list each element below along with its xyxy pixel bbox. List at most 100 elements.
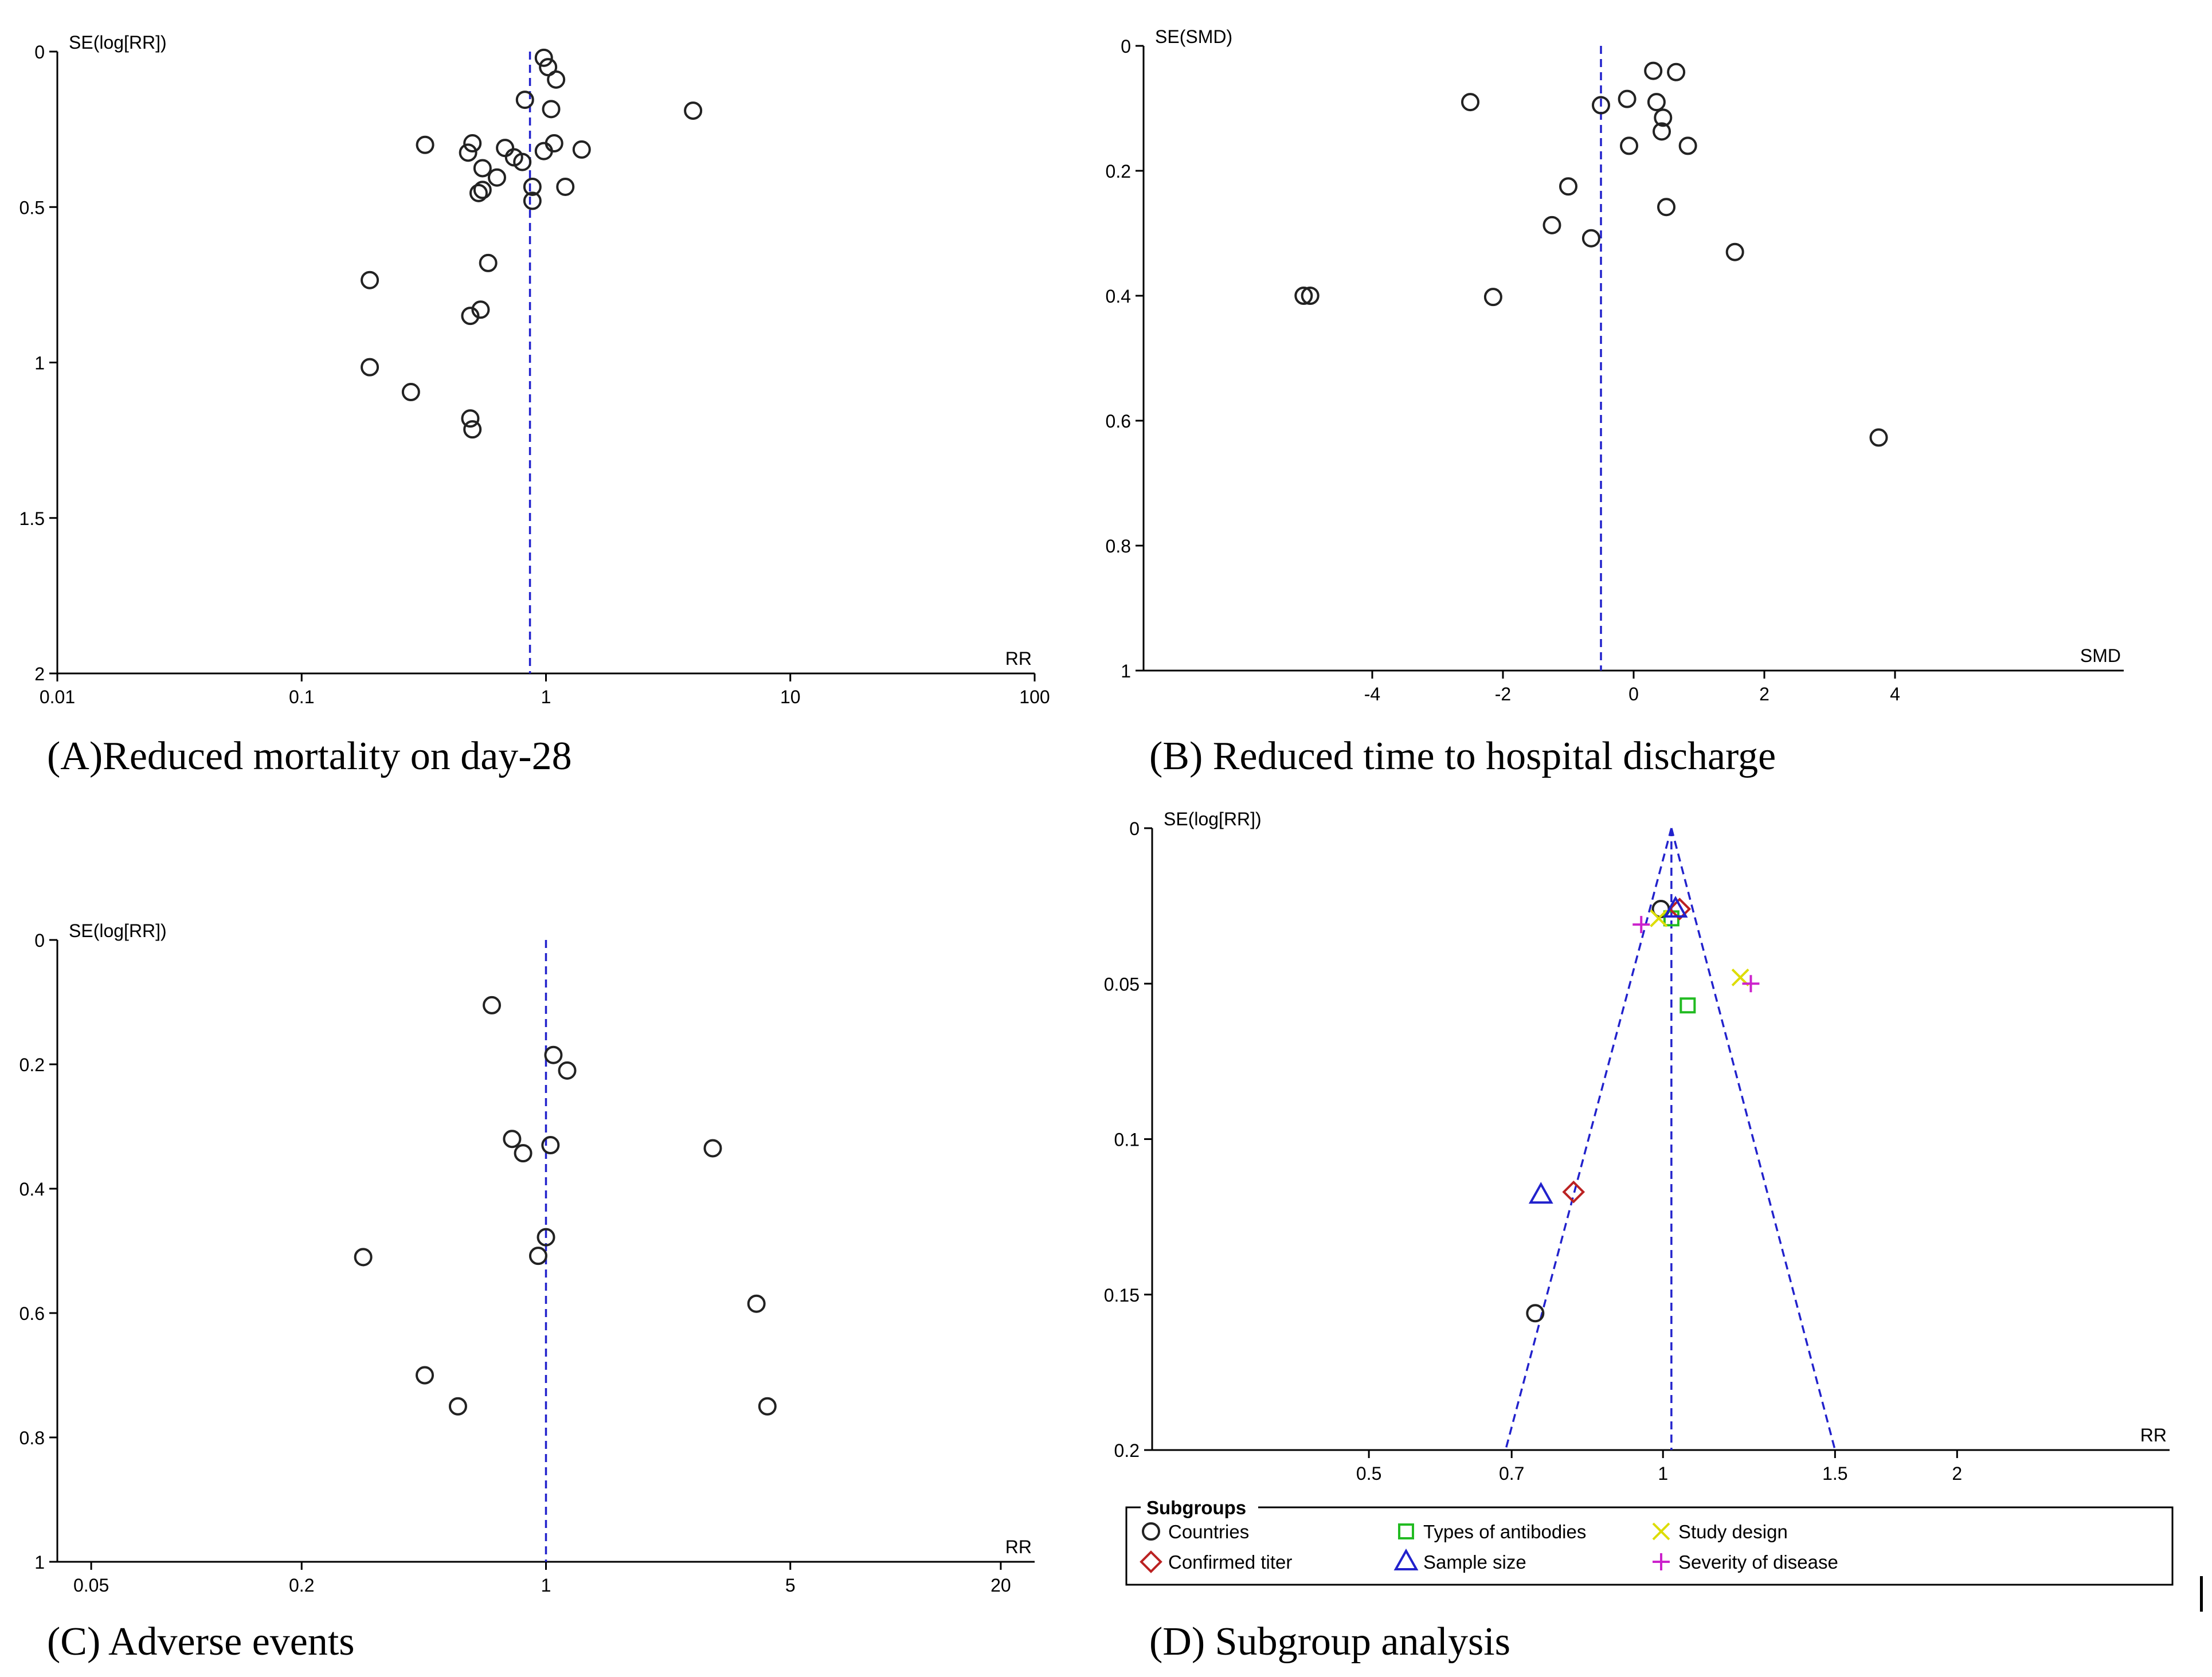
panel-a-data-point	[463, 134, 482, 153]
panel-c-x-axis-label: RR	[1005, 1537, 1032, 1557]
panel-a-data-point	[473, 159, 492, 178]
panel-c-y-tick-label: 1	[34, 1552, 45, 1573]
panel-a-x-tick-label: 100	[1019, 687, 1050, 707]
panel-a-data-point	[534, 142, 553, 160]
panel-b-caption: (B) Reduced time to hospital discharge	[1149, 734, 1776, 778]
panel-a-y-tick-label: 2	[34, 664, 45, 684]
panel-d-x-tick-label: 1.5	[1822, 1463, 1847, 1484]
panel-b-data-point	[1294, 287, 1313, 305]
panel-c-data-point	[544, 1045, 563, 1064]
panel-b-data-point	[1618, 89, 1637, 108]
panel-b-y-tick-label: 0.6	[1106, 411, 1131, 432]
panel-a-data-point	[523, 191, 542, 210]
panel-c-y-tick-label: 0.6	[19, 1303, 45, 1324]
panel-b-x-axis-label: SMD	[2080, 645, 2121, 666]
panel-d-y-tick-label: 0.15	[1104, 1285, 1140, 1306]
panel-d-data-point	[1632, 916, 1650, 934]
legend-marker	[1398, 1523, 1414, 1539]
legend-title-backdrop	[1141, 1496, 1258, 1519]
panel-c-x-tick-label: 0.2	[289, 1575, 314, 1596]
panel-a-y-axis-label: SE(log[RR])	[69, 32, 167, 53]
panel-d-x-tick-label: 2	[1952, 1463, 1962, 1484]
panel-a-y-tick-label: 1	[34, 353, 45, 374]
panel-b-x-tick-label: 4	[1890, 684, 1900, 704]
panel-c-data-point	[483, 996, 502, 1014]
panel-a-data-point	[542, 100, 561, 119]
panel-a-data-point	[461, 307, 480, 326]
panel-a-y-tick-label: 0.5	[19, 197, 45, 218]
panel-b-data-point	[1647, 93, 1666, 112]
panel-b-y-tick-label: 1	[1121, 661, 1131, 681]
panel-b-data-point	[1461, 93, 1479, 112]
panel-a-data-point	[513, 152, 532, 171]
panel-d-data-point	[1663, 895, 1688, 918]
panel-c-data-point	[758, 1397, 777, 1416]
panel-c-data-point	[541, 1136, 560, 1155]
legend-marker	[1653, 1553, 1670, 1570]
panel-c-x-tick-label: 5	[785, 1575, 796, 1596]
panel-b-y-axis-label: SE(SMD)	[1155, 26, 1232, 47]
panel-d-data-point	[1742, 975, 1760, 993]
panel-a-caption: (A)Reduced mortality on day-28	[47, 734, 572, 778]
panel-c-data-point	[703, 1139, 722, 1158]
legend-entry-label: Types of antibodies	[1423, 1521, 1586, 1542]
panel-b-x-tick-label: 0	[1628, 684, 1639, 704]
panel-b-data-point	[1869, 428, 1888, 447]
panel-b-data-point	[1653, 122, 1671, 141]
panel-a-chart: 0 0.5 1 1.5 2 0.01 0.1 1 10 100 SE(log[RR]) RR	[19, 32, 1050, 707]
panel-b-data-point	[1559, 177, 1577, 196]
panel-c-data-point	[528, 1247, 547, 1265]
panel-c-data-point	[354, 1248, 373, 1267]
panel-d-y-axis-label: SE(log[RR])	[1164, 809, 1262, 829]
panel-a-data-point	[473, 181, 492, 199]
panel-a-data-point	[523, 177, 542, 196]
legend-entry-label: Sample size	[1423, 1551, 1526, 1573]
panel-b-data-point	[1542, 215, 1561, 234]
panel-d-x-tick-label: 1	[1658, 1463, 1668, 1484]
panel-d-funnel-right-limit	[1670, 828, 1837, 1451]
legend-title: Subgroups	[1146, 1497, 1246, 1518]
legend-marker	[1393, 1548, 1419, 1570]
panel-d-data-point	[1528, 1182, 1553, 1204]
panel-c-x-tick-label: 1	[541, 1575, 551, 1596]
panel-a-data-point	[416, 135, 434, 154]
panel-a-x-tick-label: 0.1	[289, 687, 314, 707]
panel-d-data-point	[1650, 909, 1668, 927]
panel-b-y-tick-label: 0.8	[1106, 536, 1131, 557]
panel-a-data-point	[684, 101, 703, 120]
panel-c-y-tick-label: 0.4	[19, 1179, 45, 1200]
panel-b-data-point	[1301, 287, 1320, 305]
panel-a-data-point	[469, 183, 488, 202]
legend-marker	[1140, 1550, 1162, 1573]
legend-entry-label: Severity of disease	[1678, 1551, 1838, 1573]
panel-d-y-tick-label: 0.05	[1104, 974, 1140, 994]
panel-d-data-point	[1562, 1180, 1585, 1204]
panel-b-x-tick-label: 2	[1759, 684, 1769, 704]
legend-box	[1125, 1506, 2174, 1586]
panel-b-data-point	[1654, 108, 1673, 127]
panel-a-data-point	[479, 253, 498, 272]
panel-a-y-tick-label: 0	[34, 42, 45, 62]
panel-d-data-point	[1526, 1304, 1545, 1323]
panel-b-chart: 0 0.2 0.4 0.6 0.8 1 -4 -2 0 2 4 SE(SMD) SMD	[1106, 26, 2124, 704]
panel-a-x-tick-label: 1	[541, 687, 551, 707]
panel-c-y-axis-label: SE(log[RR])	[69, 920, 167, 941]
panel-a-data-point	[471, 300, 490, 319]
panel-c-data-point	[448, 1397, 467, 1416]
panel-c-data-point	[503, 1130, 522, 1149]
panel-b-data-point	[1678, 136, 1697, 155]
panel-b-data-point	[1483, 288, 1502, 307]
panel-d-funnel-left-limit	[1504, 828, 1673, 1451]
panel-c-chart: 0 0.2 0.4 0.6 0.8 1 0.05 0.2 1 5 20 SE(log[RR]) RR	[19, 920, 1035, 1596]
panel-a-data-point	[572, 140, 591, 159]
panel-c-data-point	[537, 1228, 555, 1247]
legend-entry-label: Study design	[1678, 1521, 1788, 1542]
text-cursor-mark	[2200, 1576, 2203, 1612]
panel-c-data-point	[747, 1294, 766, 1313]
panel-b-x-tick-label: -4	[1364, 684, 1380, 704]
panel-b-x-tick-label: -2	[1495, 684, 1511, 704]
panel-d-legend: Subgroups Countries Types of antibodies Stu…	[1125, 1496, 2174, 1586]
panel-d-data-point	[1679, 997, 1696, 1014]
legend-marker	[1142, 1522, 1160, 1541]
panel-c-y-tick-label: 0.2	[19, 1055, 45, 1075]
